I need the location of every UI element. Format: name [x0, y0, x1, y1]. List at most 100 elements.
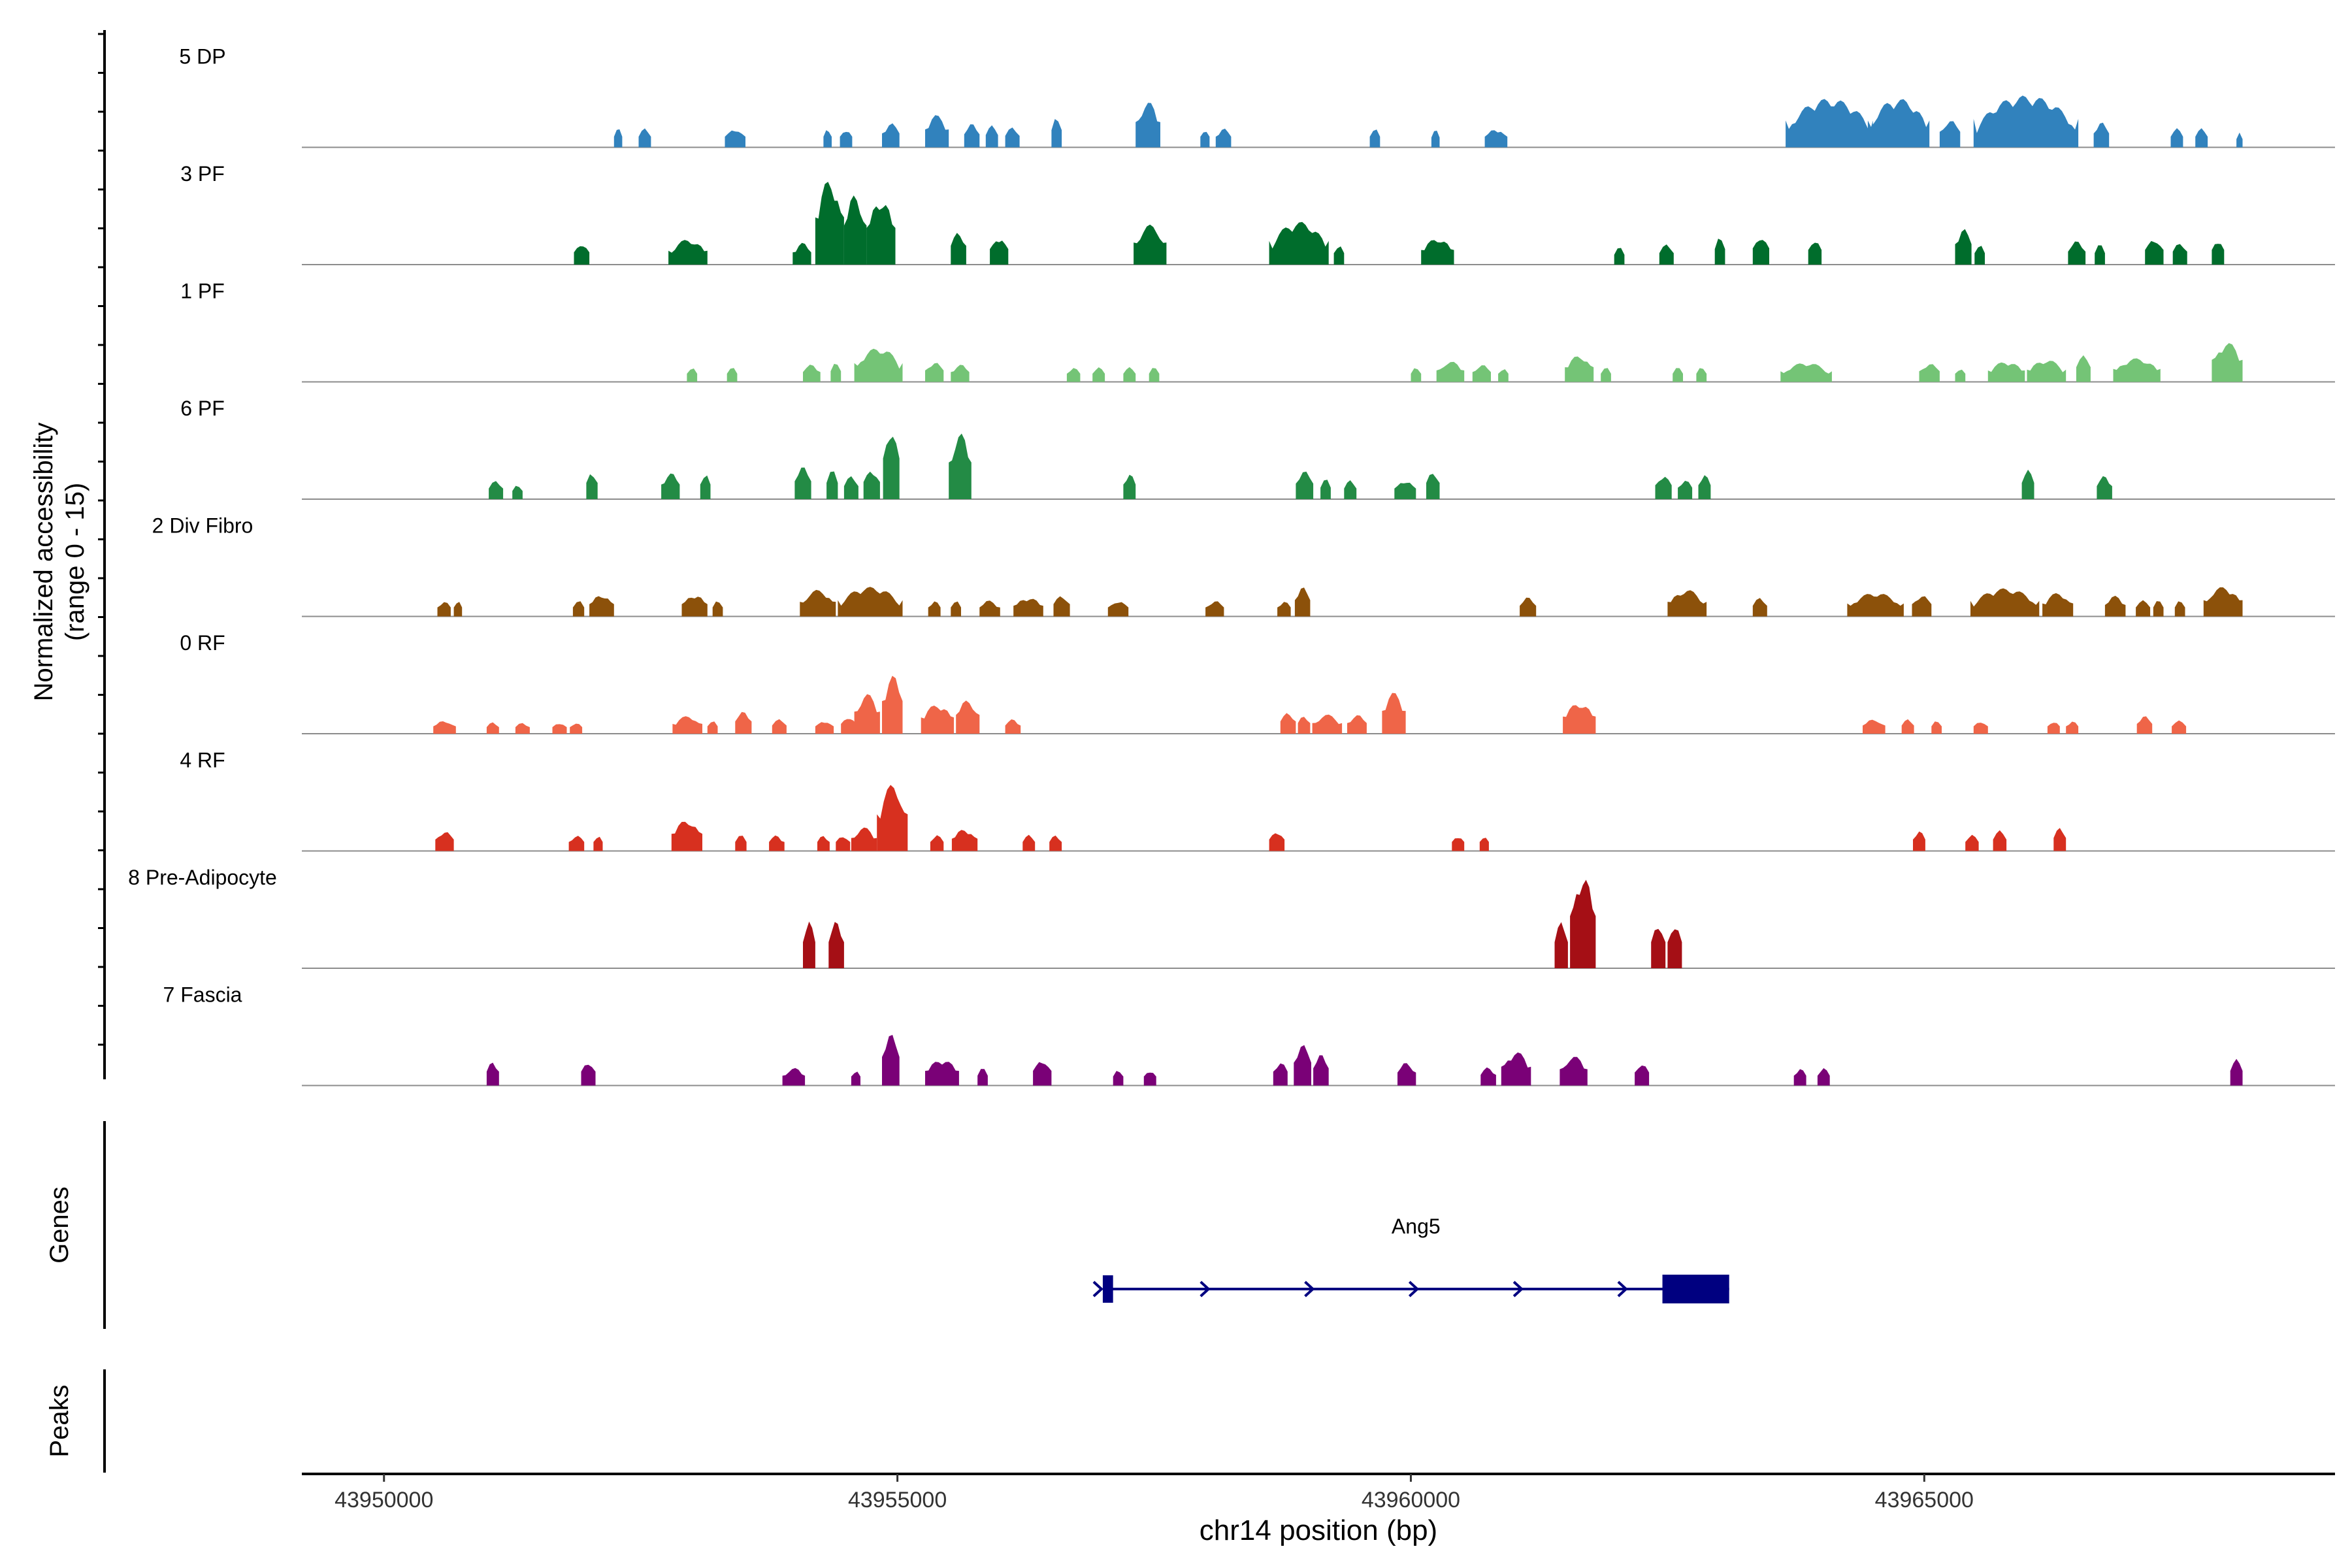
coverage-peak [1987, 362, 2025, 382]
coverage-peak [815, 722, 834, 734]
coverage-peak [1066, 368, 1081, 382]
coverage-peak [1312, 714, 1343, 734]
coverage-peak [921, 706, 954, 734]
coverage-peak [1480, 1067, 1496, 1086]
coverage-peak [1520, 597, 1537, 617]
coverage-peak [2047, 723, 2060, 734]
coverage-peak [2153, 601, 2164, 617]
coverage-peak [1452, 838, 1465, 851]
coverage-peak [1053, 596, 1070, 617]
coverage-peak [1051, 119, 1062, 148]
coverage-peak [1659, 244, 1674, 265]
coverage-peak [1974, 246, 1985, 265]
x-axis-ticks: 43950000 43955000 43960000 43965000 [335, 1474, 1974, 1512]
coverage-peak [2212, 244, 2225, 265]
coverage-peak [437, 602, 451, 617]
coverage-peak [2097, 476, 2112, 499]
strand-arrow [1304, 1281, 1315, 1298]
coverage-peak [1298, 717, 1311, 734]
coverage-peak [1635, 1065, 1650, 1086]
track-label: 6 PF [180, 397, 225, 420]
coverage-peak [2236, 132, 2243, 148]
coverage-peak [735, 836, 747, 851]
genes-panel: Genes Ang5 [45, 1121, 1729, 1329]
coverage-peak [2212, 343, 2243, 382]
coverage-peak [586, 474, 598, 499]
track-8: 7 Fascia [163, 983, 2335, 1086]
coverage-peak [512, 485, 523, 499]
x-tick-label: 43960000 [1362, 1488, 1460, 1512]
coverage-peak [1143, 1072, 1156, 1086]
track-label: 0 RF [180, 631, 225, 655]
coverage-peak [2230, 1058, 2243, 1086]
coverage-peak [2027, 361, 2066, 382]
coverage-peak [951, 830, 978, 851]
track-label: 5 DP [179, 45, 225, 69]
coverage-peak [727, 368, 738, 382]
coverage-peak [866, 204, 896, 265]
track-1: 3 PF [180, 162, 2335, 265]
coverage-peak [1560, 1056, 1588, 1086]
coverage-peak [925, 1062, 959, 1086]
coverage-peak [712, 601, 723, 617]
coverage-peak [1149, 368, 1160, 382]
coverage-peak [2068, 241, 2086, 265]
coverage-peak [1786, 99, 1873, 148]
coverage-peak [2136, 600, 2151, 617]
coverage-peak [1107, 602, 1129, 617]
coverage-peak [2095, 245, 2105, 265]
coverage-peak [815, 182, 844, 265]
coverage-peak [2042, 593, 2074, 617]
coverage-peak [1913, 831, 1925, 851]
coverage-peak [1696, 368, 1707, 382]
coverage-peak [1005, 127, 1020, 148]
coverage-peak [925, 363, 944, 382]
coverage-peak [572, 601, 585, 617]
coverage-peak [2174, 601, 2185, 617]
coverage-peak [990, 240, 1009, 265]
coverage-peak [841, 719, 857, 734]
coverage-peak [593, 836, 603, 851]
coverage-peak [1919, 364, 1940, 382]
coverage-peak [1294, 1045, 1311, 1086]
coverage-peak [1123, 474, 1136, 499]
coverage-peak [830, 363, 841, 382]
coverage-peak [1970, 588, 2040, 617]
coverage-peak [1651, 928, 1666, 968]
coverage-peak [1215, 128, 1232, 148]
coverage-peak [2203, 587, 2243, 617]
coverage-peak [1013, 598, 1043, 617]
coverage-peak [1678, 480, 1693, 499]
strand-arrow [1512, 1281, 1524, 1298]
coverage-peak [877, 785, 908, 851]
coverage-peak [1601, 368, 1611, 382]
coverage-peak [613, 129, 623, 148]
strand-arrow [1617, 1281, 1628, 1298]
coverage-peak [552, 724, 567, 734]
coverage-peak [1752, 240, 1769, 265]
coverage-peak [1426, 474, 1440, 499]
coverage-peak [1320, 480, 1331, 499]
peaks-panel-label: Peaks [45, 1384, 74, 1457]
coverage-peak [638, 128, 651, 148]
coverage-peak [1780, 363, 1832, 382]
coverage-peak [433, 721, 456, 734]
coverage-peak [1667, 590, 1707, 617]
coverage-peak [1965, 834, 1979, 851]
track-label: 8 Pre-Adipocyte [128, 866, 277, 889]
coverage-peak [843, 195, 867, 265]
coverage-peak [1347, 715, 1367, 734]
coverage-peak [817, 836, 830, 851]
coverage-peak [515, 723, 530, 734]
coverage-peak [803, 921, 815, 968]
coverage-peak [671, 821, 702, 851]
track-2: 1 PF [180, 280, 2335, 383]
coverage-peak [2170, 128, 2183, 148]
coverage-peak [1269, 221, 1329, 265]
track-label: 4 RF [180, 749, 225, 772]
track-6: 4 RF [180, 749, 2335, 852]
gene-label: Ang5 [1392, 1215, 1441, 1238]
track-label: 7 Fascia [163, 983, 242, 1007]
coverage-peak [826, 471, 838, 499]
coverage-peak [883, 436, 900, 499]
